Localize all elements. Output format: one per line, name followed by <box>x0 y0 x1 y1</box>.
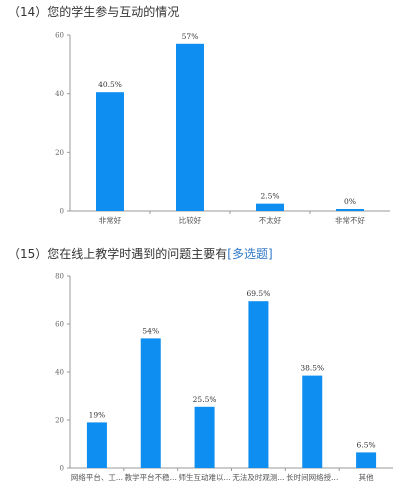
bar-data-label: 19% <box>89 410 106 419</box>
bar <box>176 43 204 211</box>
question-14-title: （14）您的学生参与互动的情况 <box>8 3 179 20</box>
x-category-label: 网络平台、工... <box>71 472 123 482</box>
y-tick-label: 0 <box>60 465 64 473</box>
bar <box>140 338 161 468</box>
question-15-title: （15）您在线上教学时遇到的问题主要有[多选题] <box>8 245 273 262</box>
bar <box>86 422 107 468</box>
x-category-label: 不太好 <box>259 215 282 225</box>
x-category-label: 非常不好 <box>335 215 365 225</box>
x-category-label: 教学平台不稳... <box>125 472 177 482</box>
y-tick-label: 40 <box>55 90 64 98</box>
y-tick-label: 60 <box>55 321 64 329</box>
x-category-label: 其他 <box>359 472 374 482</box>
y-tick-label: 20 <box>55 417 64 425</box>
question-14-number: （14） <box>8 5 48 19</box>
bar-data-label: 57% <box>182 32 199 41</box>
bar-data-label: 40.5% <box>98 80 122 89</box>
bar <box>356 452 377 468</box>
bar <box>248 301 269 468</box>
y-tick-label: 20 <box>55 149 64 157</box>
x-category-label: 比较好 <box>179 215 202 225</box>
bar <box>96 92 124 211</box>
x-category-label: 长时间网络授... <box>286 472 338 482</box>
bar <box>302 375 323 468</box>
bar-data-label: 6.5% <box>357 440 376 449</box>
x-category-label: 无法及时观测... <box>232 472 284 482</box>
bar-data-label: 0% <box>344 197 356 206</box>
y-tick-label: 0 <box>60 208 64 216</box>
question-14-text: 您的学生参与互动的情况 <box>47 5 180 19</box>
y-tick-label: 40 <box>55 369 64 377</box>
multi-select-tag[interactable]: [多选题] <box>227 247 273 261</box>
bar-data-label: 2.5% <box>260 192 279 201</box>
bar <box>194 406 215 468</box>
interaction-bar-chart: 0 20 40 60 40.5% 非常好 57% 比较好 2.5% 不太好 0% 非常不好 <box>55 32 390 225</box>
question-15-text: 您在线上教学时遇到的问题主要有 <box>47 247 228 261</box>
y-tick-label: 80 <box>55 273 64 281</box>
question-15-number: （15） <box>8 247 48 261</box>
bar-data-label: 54% <box>142 326 159 335</box>
bar-data-label: 69.5% <box>247 289 271 298</box>
bar <box>256 203 284 211</box>
x-category-label: 师生互动难以... <box>179 472 231 482</box>
y-tick-label: 60 <box>55 32 64 40</box>
bar <box>336 209 364 211</box>
bar-data-label: 25.5% <box>193 395 217 404</box>
bar-data-label: 38.5% <box>300 364 324 373</box>
x-category-label: 非常好 <box>99 215 122 225</box>
